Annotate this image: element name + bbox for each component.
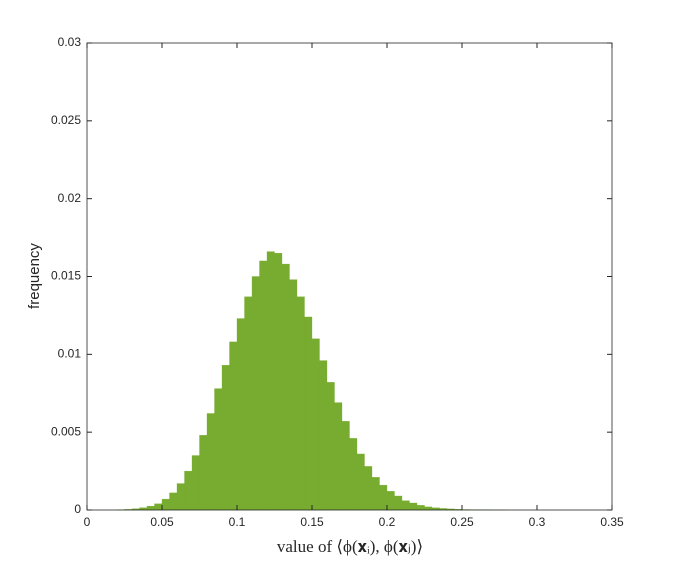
bar [229, 341, 238, 511]
x-tick-label: 0.2 [379, 515, 396, 529]
bar [319, 360, 328, 511]
bar [296, 296, 305, 511]
bar [214, 388, 223, 511]
bar [274, 252, 283, 511]
bar [184, 470, 193, 511]
x-tick-label: 0.35 [600, 515, 624, 529]
y-tick-label: 0.03 [58, 35, 82, 49]
x-tick-label: 0.3 [529, 515, 546, 529]
bar [364, 466, 373, 511]
bar [251, 276, 260, 511]
x-tick-label: 0.05 [150, 515, 174, 529]
y-tick-label: 0 [74, 502, 81, 516]
bar [416, 505, 425, 511]
y-tick-label: 0.02 [58, 191, 82, 205]
x-tick-label: 0 [84, 515, 91, 529]
bar [221, 365, 230, 511]
bar [191, 455, 200, 511]
bar [281, 263, 290, 511]
bar [199, 435, 208, 511]
bar [206, 413, 215, 511]
bar [334, 402, 343, 511]
y-tick-label: 0.005 [51, 424, 81, 438]
bar [304, 316, 313, 511]
bar [394, 495, 403, 511]
bar [401, 500, 410, 511]
bar [341, 421, 350, 511]
bar [146, 505, 155, 511]
bar [236, 318, 245, 511]
y-tick-label: 0.025 [51, 113, 81, 127]
x-tick-label: 0.1 [229, 515, 246, 529]
x-axis-label: value of ⟨ϕ(𝐱ᵢ), ϕ(𝐱ⱼ)⟩ [277, 537, 423, 556]
bar [176, 483, 185, 511]
bar [169, 492, 178, 511]
bar [326, 382, 335, 511]
bar [379, 484, 388, 511]
bar [371, 477, 380, 511]
bar [409, 502, 418, 511]
bar [356, 453, 365, 511]
bar [289, 279, 298, 511]
y-tick-label: 0.01 [58, 347, 82, 361]
x-tick-label: 0.15 [300, 515, 324, 529]
bar [154, 503, 163, 511]
bar [386, 491, 395, 511]
y-axis-label: frequency [26, 243, 43, 309]
bar [266, 251, 275, 511]
bar [161, 498, 170, 511]
bar [311, 338, 320, 511]
bar [259, 260, 268, 511]
y-tick-label: 0.015 [51, 269, 81, 283]
bar [424, 506, 433, 511]
bar [244, 296, 253, 511]
x-tick-label: 0.25 [450, 515, 474, 529]
bar [349, 438, 358, 511]
